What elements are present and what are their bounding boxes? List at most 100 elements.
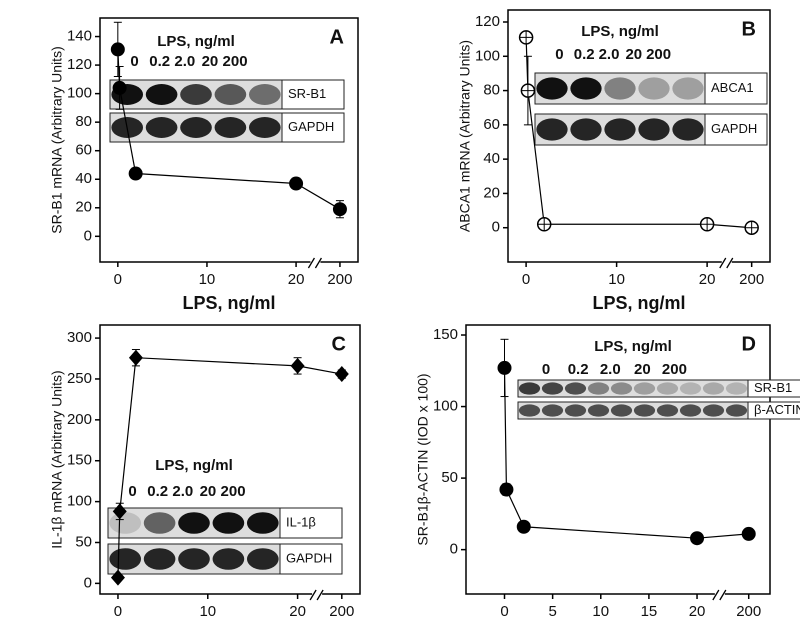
y-tick-label: 100 bbox=[67, 85, 92, 102]
band bbox=[604, 118, 636, 141]
x-tick-label: 10 bbox=[608, 271, 625, 288]
band bbox=[672, 118, 704, 141]
band bbox=[178, 548, 210, 570]
blot-label: GAPDH bbox=[288, 119, 334, 134]
y-tick-label: 0 bbox=[492, 219, 500, 236]
plot-frame bbox=[99, 17, 359, 263]
band bbox=[587, 382, 610, 395]
band bbox=[145, 84, 178, 105]
inset-title: LPS, ng/ml bbox=[581, 23, 659, 40]
band bbox=[679, 382, 702, 395]
band bbox=[214, 84, 247, 105]
y-axis-label: ABCA1 mRNA (Arbitrary Units) bbox=[457, 40, 473, 232]
band bbox=[145, 117, 178, 138]
y-tick-label: 50 bbox=[441, 469, 458, 486]
x-tick-label: 20 bbox=[689, 603, 706, 620]
axis-break-gap bbox=[714, 591, 725, 603]
inset-title: LPS, ng/ml bbox=[157, 33, 235, 50]
axis-break bbox=[719, 589, 727, 601]
marker bbox=[128, 349, 143, 366]
lane-label: 0 bbox=[555, 46, 563, 63]
blot-label-box bbox=[281, 112, 345, 143]
axis-break bbox=[307, 257, 315, 269]
axis-break bbox=[719, 257, 727, 269]
marker bbox=[334, 366, 349, 383]
lane-label: 200 bbox=[223, 53, 248, 70]
band bbox=[518, 382, 541, 395]
band bbox=[656, 382, 679, 395]
band bbox=[564, 404, 587, 417]
panel: 05010015005101520200LPS, ng/mlSR-B1β-ACT… bbox=[415, 324, 800, 620]
band bbox=[178, 512, 210, 534]
plot-frame bbox=[507, 9, 771, 263]
y-tick-label: 60 bbox=[483, 116, 500, 133]
x-axis-label: LPS, ng/ml bbox=[182, 293, 275, 313]
band bbox=[672, 77, 704, 100]
y-tick-label: 120 bbox=[475, 13, 500, 30]
band bbox=[610, 382, 633, 395]
axis-break bbox=[726, 257, 734, 269]
band bbox=[564, 382, 587, 395]
band bbox=[725, 382, 748, 395]
y-tick-label: 80 bbox=[75, 113, 92, 130]
y-tick-label: 20 bbox=[75, 199, 92, 216]
marker bbox=[499, 482, 514, 497]
lane-label: 0.2 bbox=[568, 361, 589, 378]
panel: 05010015020025030001020200LPS, ng/mlIL-1… bbox=[49, 324, 361, 620]
lane-label: 0 bbox=[542, 361, 550, 378]
marker bbox=[112, 80, 127, 95]
axis-break bbox=[314, 257, 322, 269]
band bbox=[143, 548, 176, 570]
y-tick-label: 0 bbox=[84, 574, 92, 591]
x-tick-label: 200 bbox=[739, 271, 764, 288]
x-tick-label: 20 bbox=[699, 271, 716, 288]
inset-title: LPS, ng/ml bbox=[594, 338, 672, 355]
x-tick-label: 10 bbox=[592, 603, 609, 620]
band bbox=[725, 404, 748, 417]
band bbox=[604, 77, 636, 100]
marker bbox=[332, 202, 347, 217]
lane-label: 2.0 bbox=[172, 483, 193, 500]
y-tick-label: 250 bbox=[67, 370, 92, 387]
axis-break bbox=[316, 589, 324, 601]
panel-letter: A bbox=[330, 26, 344, 48]
band bbox=[518, 404, 541, 417]
marker bbox=[112, 503, 127, 520]
band bbox=[633, 382, 656, 395]
lane-label: 2.0 bbox=[600, 361, 621, 378]
band bbox=[638, 77, 670, 100]
x-tick-label: 0 bbox=[114, 271, 122, 288]
x-axis-label: LPS, ng/ml bbox=[592, 293, 685, 313]
marker bbox=[110, 569, 125, 586]
y-tick-label: 0 bbox=[450, 541, 458, 558]
plot-frame bbox=[99, 324, 361, 595]
band bbox=[246, 548, 279, 570]
y-tick-label: 80 bbox=[483, 82, 500, 99]
axis-break bbox=[309, 589, 317, 601]
lane-label: 0.2 bbox=[147, 483, 168, 500]
marker bbox=[690, 531, 705, 546]
y-tick-label: 120 bbox=[67, 56, 92, 73]
band bbox=[656, 404, 679, 417]
band bbox=[633, 404, 656, 417]
marker bbox=[110, 42, 125, 57]
blot-label: ABCA1 bbox=[711, 80, 754, 95]
band bbox=[109, 548, 142, 570]
blot-label-box bbox=[747, 401, 800, 420]
x-tick-label: 20 bbox=[289, 603, 306, 620]
axis-break-gap bbox=[310, 259, 321, 271]
marker-cross bbox=[537, 217, 551, 231]
y-tick-label: 300 bbox=[67, 329, 92, 346]
band bbox=[541, 404, 564, 417]
band bbox=[246, 512, 279, 534]
band bbox=[610, 404, 633, 417]
lane-label: 0 bbox=[128, 483, 136, 500]
y-tick-label: 20 bbox=[483, 184, 500, 201]
band bbox=[180, 117, 212, 138]
lane-label: 0.2 bbox=[149, 53, 170, 70]
band bbox=[702, 382, 725, 395]
y-tick-label: 60 bbox=[75, 142, 92, 159]
blot-label: GAPDH bbox=[711, 121, 757, 136]
axis-break-gap bbox=[312, 591, 323, 603]
x-tick-label: 0 bbox=[500, 603, 508, 620]
